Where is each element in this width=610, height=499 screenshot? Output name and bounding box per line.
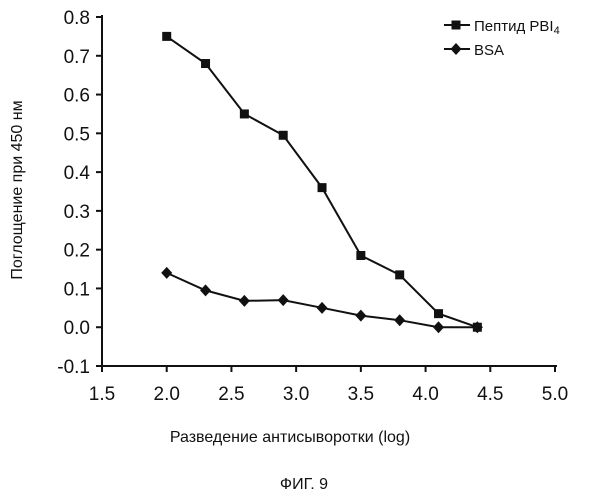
y-tick-label: -0.1 bbox=[57, 357, 90, 378]
x-tick-label: 4.0 bbox=[412, 384, 438, 405]
y-tick-label: 0.6 bbox=[64, 86, 90, 107]
x-axis-title: Разведение антисыворотки (log) bbox=[170, 429, 410, 446]
data-point-peptide-pbi4 bbox=[240, 109, 249, 118]
data-point-peptide-pbi4 bbox=[356, 251, 365, 260]
y-tick-label: 0.2 bbox=[64, 241, 90, 262]
y-tick-label: 0.8 bbox=[64, 8, 90, 29]
data-point-peptide-pbi4 bbox=[434, 309, 443, 318]
x-tick-label: 1.5 bbox=[89, 384, 115, 405]
data-point-bsa bbox=[355, 310, 366, 322]
figure: -0.1 0.0 0.1 0.2 0.3 0.4 0.5 0.6 0.7 0.8 1.5 2.0 2.… bbox=[0, 0, 610, 499]
y-tick-label: 0.3 bbox=[64, 202, 90, 223]
data-point-bsa bbox=[278, 294, 289, 306]
data-point-bsa bbox=[200, 284, 211, 296]
legend-marker-peptide-pbi4 bbox=[452, 21, 461, 30]
data-point-peptide-pbi4 bbox=[395, 270, 404, 279]
legend-label-peptide-pbi4: Пептид PBI4 bbox=[474, 18, 560, 37]
data-point-bsa bbox=[161, 267, 172, 279]
data-point-peptide-pbi4 bbox=[279, 131, 288, 140]
legend: Пептид PBI4 BSA bbox=[444, 18, 560, 59]
y-tick-label: 0.5 bbox=[64, 124, 90, 145]
x-tick-label: 2.0 bbox=[154, 384, 180, 405]
line-chart: -0.1 0.0 0.1 0.2 0.3 0.4 0.5 0.6 0.7 0.8 1.5 2.0 2.… bbox=[0, 0, 610, 499]
series-bsa bbox=[161, 267, 483, 333]
data-point-bsa bbox=[433, 321, 444, 333]
series-line-bsa bbox=[167, 273, 478, 327]
data-point-peptide-pbi4 bbox=[162, 32, 171, 41]
y-axis-title: Поглощение при 450 нм bbox=[9, 100, 26, 279]
y-axis-ticks: -0.1 0.0 0.1 0.2 0.3 0.4 0.5 0.6 0.7 0.8 bbox=[57, 8, 102, 378]
series-peptide-pbi4 bbox=[162, 32, 482, 332]
series-line-peptide-pbi4 bbox=[167, 36, 478, 327]
legend-item-bsa: BSA bbox=[444, 42, 504, 59]
y-tick-label: 0.0 bbox=[64, 318, 90, 339]
data-point-bsa bbox=[394, 314, 405, 326]
legend-label-subscript: 4 bbox=[554, 25, 560, 37]
axes bbox=[102, 15, 557, 366]
legend-item-peptide-pbi4: Пептид PBI4 bbox=[444, 18, 560, 37]
y-tick-label: 0.4 bbox=[64, 163, 91, 184]
data-point-bsa bbox=[239, 295, 250, 307]
x-tick-label: 2.5 bbox=[218, 384, 244, 405]
data-point-peptide-pbi4 bbox=[318, 183, 327, 192]
legend-marker-bsa bbox=[451, 43, 462, 55]
x-tick-label: 3.0 bbox=[283, 384, 309, 405]
data-point-peptide-pbi4 bbox=[201, 59, 210, 68]
y-tick-label: 0.7 bbox=[64, 47, 90, 68]
x-axis-ticks: 1.5 2.0 2.5 3.0 3.5 4.0 4.5 5.0 bbox=[89, 366, 568, 405]
x-tick-label: 3.5 bbox=[348, 384, 374, 405]
x-tick-label: 5.0 bbox=[542, 384, 568, 405]
y-tick-label: 0.1 bbox=[64, 279, 90, 300]
x-tick-label: 4.5 bbox=[477, 384, 503, 405]
data-point-bsa bbox=[317, 302, 328, 314]
figure-caption: ФИГ. 9 bbox=[280, 476, 328, 493]
legend-label-bsa: BSA bbox=[474, 42, 504, 59]
series-layer bbox=[161, 32, 483, 333]
